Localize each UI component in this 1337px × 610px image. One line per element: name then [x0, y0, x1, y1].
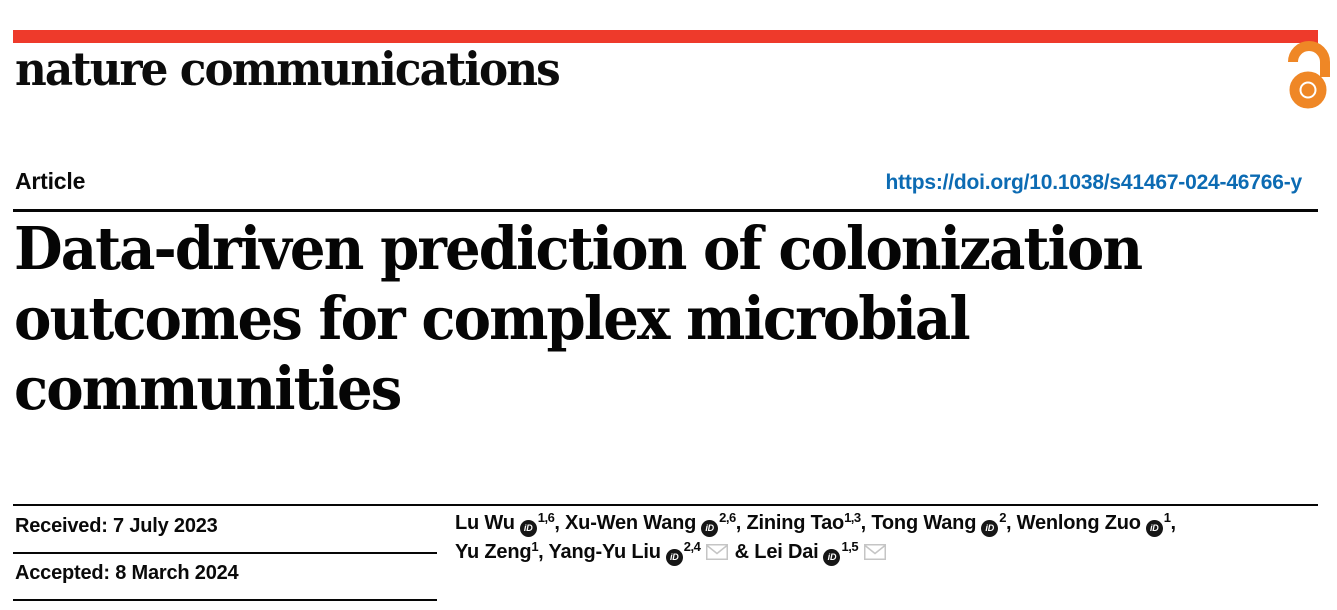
- accepted-date: Accepted: 8 March 2024: [15, 562, 239, 584]
- email-icon[interactable]: [706, 540, 729, 569]
- author-affiliation-superscript: 1: [1163, 510, 1171, 525]
- orcid-icon[interactable]: iD: [665, 549, 683, 566]
- title-line: outcomes for complex microbial: [14, 284, 971, 353]
- journal-logo: nature communications: [15, 42, 561, 96]
- author: Zining Tao1,3: [746, 510, 861, 534]
- author-list: Lu Wu iD1,6, Xu-Wen Wang iD2,6, Zining Tao…: [455, 509, 1327, 569]
- orcid-icon[interactable]: iD: [1145, 520, 1163, 537]
- author-affiliation-superscript: 1,5: [841, 539, 859, 554]
- doi-link[interactable]: https://doi.org/10.1038/s41467-024-46766…: [885, 171, 1303, 194]
- orcid-icon[interactable]: iD: [823, 549, 841, 566]
- author: Yu Zeng1: [455, 539, 539, 563]
- author: Tong Wang iD2: [871, 510, 1006, 537]
- author-affiliation-superscript: 2,4: [683, 539, 701, 554]
- author-affiliation-superscript: 1: [531, 539, 539, 554]
- author-affiliation-superscript: 1,6: [537, 510, 555, 525]
- received-date: Received: 7 July 2023: [15, 515, 218, 537]
- author: Lei Dai iD1,5: [754, 539, 887, 566]
- title-line: Data-driven prediction of colonization: [14, 214, 1143, 283]
- article-title: Data-driven prediction of colonization o…: [14, 214, 1143, 424]
- title-line: communities: [14, 354, 402, 423]
- divider-accepted: [13, 599, 437, 601]
- author: Xu-Wen Wang iD2,6: [565, 510, 736, 537]
- author-affiliation-superscript: 2,6: [719, 510, 736, 525]
- author-affiliation-superscript: 1,3: [844, 510, 861, 525]
- author: Yang-Yu Liu iD2,4: [548, 539, 729, 566]
- orcid-icon[interactable]: iD: [981, 520, 999, 537]
- orcid-icon[interactable]: iD: [701, 520, 719, 537]
- email-icon[interactable]: [864, 540, 887, 569]
- divider-article: [13, 209, 1318, 212]
- open-access-icon[interactable]: [1283, 40, 1333, 112]
- divider-meta-top: [13, 504, 1318, 506]
- author: Wenlong Zuo iD1: [1017, 510, 1171, 537]
- kicker-row: Article https://doi.org/10.1038/s41467-0…: [15, 168, 1311, 195]
- article-type-label: Article: [15, 168, 86, 194]
- author-affiliation-superscript: 2: [999, 510, 1006, 525]
- author: Lu Wu iD1,6: [455, 510, 555, 537]
- brand-rule: [13, 30, 1318, 43]
- orcid-icon[interactable]: iD: [519, 520, 537, 537]
- divider-received: [13, 552, 437, 554]
